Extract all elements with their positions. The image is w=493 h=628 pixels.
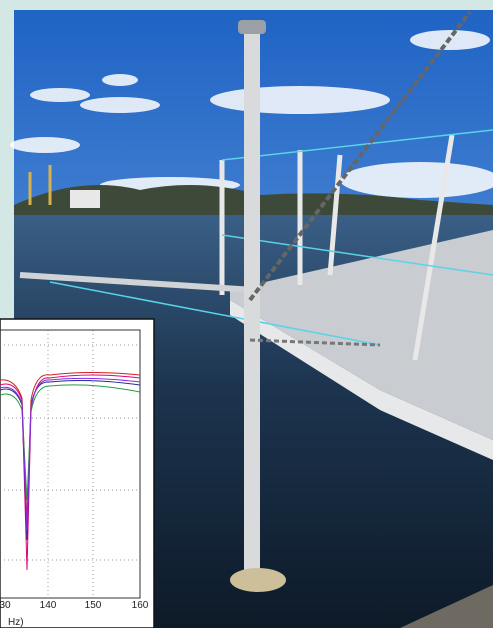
x-tick-label: 150 — [85, 600, 102, 611]
inset-plot: 30 140 150 160 Hz) — [0, 319, 154, 628]
x-tick-label: 140 — [40, 600, 57, 611]
x-axis-label: Hz) — [8, 617, 24, 628]
scene: 30 140 150 160 Hz) — [0, 0, 493, 628]
page: 30 140 150 160 Hz) (() => { const data =… — [0, 0, 493, 628]
x-tick-label: 30 — [0, 600, 11, 611]
x-tick-label: 160 — [132, 600, 149, 611]
